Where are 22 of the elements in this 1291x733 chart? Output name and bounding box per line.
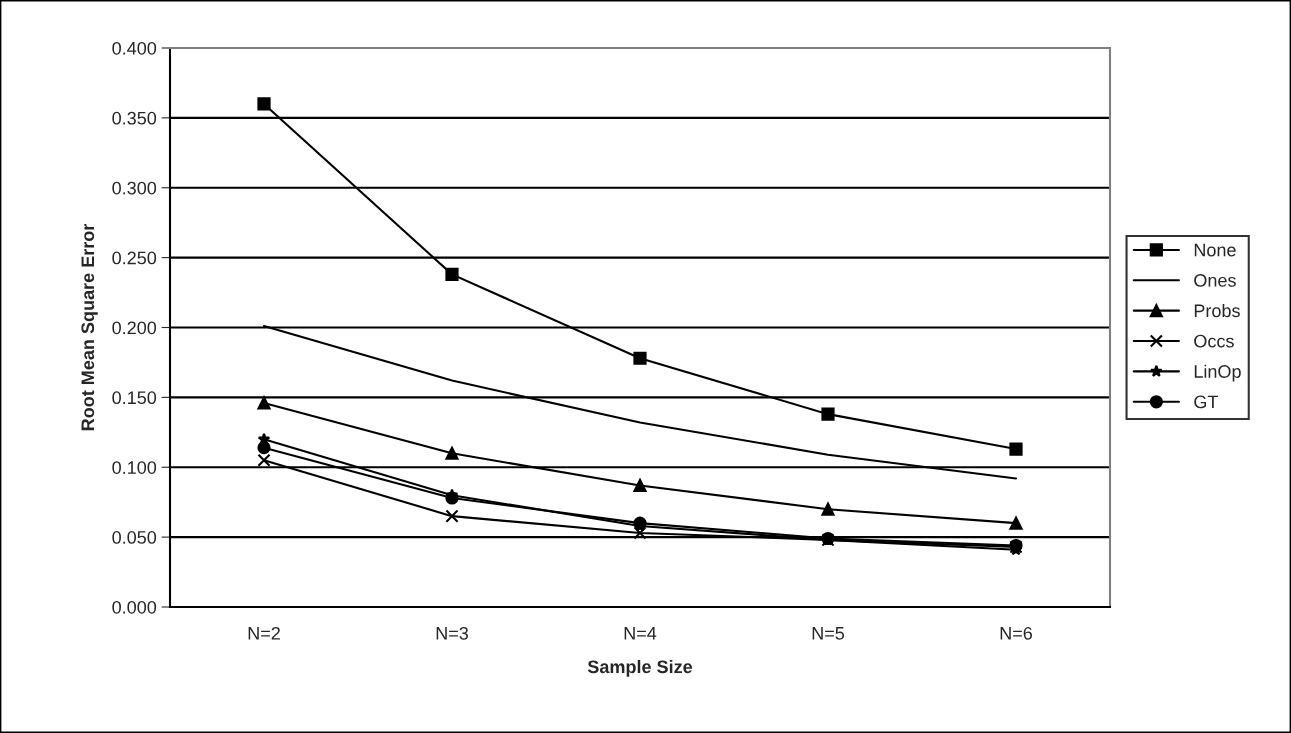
y-tick-label: 0.200 — [112, 321, 157, 335]
legend-label: Probs — [1194, 303, 1240, 318]
y-tick-label: 0.400 — [112, 41, 157, 55]
legend-label: None — [1194, 243, 1236, 257]
x-tick-label: N=6 — [1000, 626, 1033, 640]
y-tick-label: 0.000 — [112, 600, 157, 614]
y-tick-label: 0.100 — [112, 461, 157, 474]
legend-label: GT — [1194, 395, 1219, 409]
y-tick-label: 0.050 — [112, 531, 157, 544]
y-tick-label: 0.300 — [112, 181, 157, 195]
x-tick-label: N=4 — [624, 627, 657, 640]
y-tick-label: 0.150 — [112, 391, 157, 405]
x-tick-label: N=2 — [248, 626, 280, 640]
y-axis-title: Root Mean Square Error — [81, 223, 98, 431]
y-tick-label: 0.250 — [112, 251, 157, 265]
x-axis-title: Sample Size — [587, 659, 693, 677]
legend-label: Ones — [1194, 274, 1236, 287]
legend-label: LinOp — [1194, 364, 1241, 382]
y-tick-label: 0.350 — [112, 111, 157, 125]
legend-label: Occs — [1194, 334, 1234, 348]
x-tick-label: N=3 — [436, 626, 469, 640]
x-tick-label: N=5 — [812, 627, 845, 640]
